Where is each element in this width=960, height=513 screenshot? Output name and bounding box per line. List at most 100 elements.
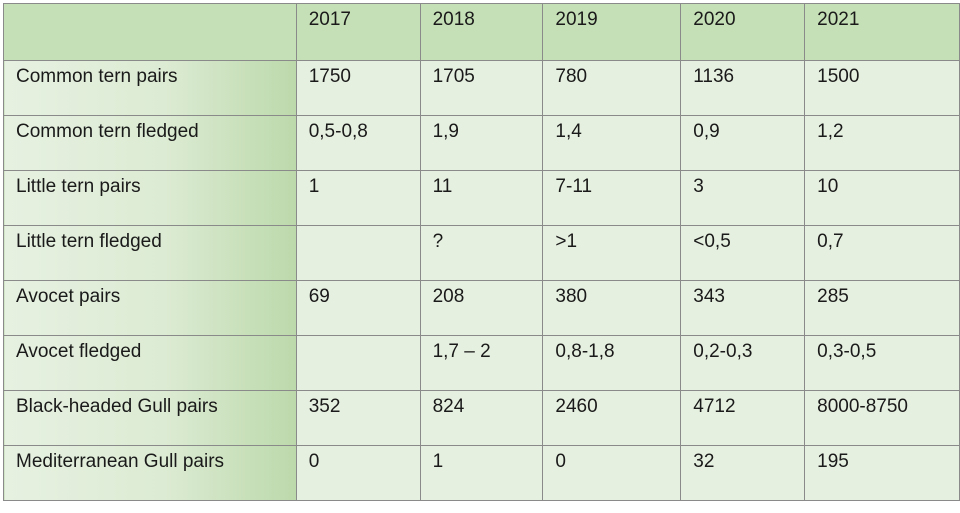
- cell-value: 1,2: [817, 121, 844, 142]
- cell-value: 780: [555, 66, 588, 87]
- table-cell: 1,7 – 2: [419, 335, 544, 391]
- cell-value: 0,2-0,3: [693, 341, 753, 362]
- table-cell: <0,5: [680, 225, 806, 281]
- cell-value: ?: [432, 231, 444, 252]
- table-cell: 8000-8750: [804, 390, 960, 446]
- header-cell-2017: 2017: [295, 3, 421, 61]
- cell-value: 69: [308, 286, 330, 307]
- table-row: Mediterranean Gull pairs 0 1 0 32 195: [3, 445, 960, 501]
- row-label: Little tern fledged: [16, 231, 162, 252]
- table-cell: 780: [542, 60, 682, 116]
- table-cell: 0,7: [804, 225, 960, 281]
- table-cell: 2460: [542, 390, 682, 446]
- cell-value: 2460: [555, 396, 598, 417]
- cell-value: 824: [432, 396, 465, 417]
- table-cell: 195: [804, 445, 960, 501]
- table-cell: [295, 225, 421, 281]
- table-cell: 343: [680, 280, 806, 336]
- table-cell: 10: [804, 170, 960, 226]
- cell-value: 195: [817, 451, 849, 472]
- table-cell: 0,8-1,8: [542, 335, 682, 391]
- table-cell: 0: [295, 445, 421, 501]
- cell-value: 1750: [308, 66, 351, 87]
- column-header-label: 2020: [693, 9, 736, 30]
- column-header-label: 2021: [817, 9, 860, 30]
- table-row: Little tern pairs 1 11 7-11 3 10: [3, 170, 960, 226]
- table-cell: 285: [804, 280, 960, 336]
- cell-value: 8000-8750: [817, 396, 908, 417]
- table-cell: 1,2: [804, 115, 960, 171]
- table-cell: 1,9: [419, 115, 544, 171]
- cell-value: >1: [555, 231, 578, 252]
- column-header-label: 2019: [555, 9, 598, 30]
- row-label: Black-headed Gull pairs: [16, 396, 218, 417]
- cell-value: 208: [432, 286, 465, 307]
- table-cell: 69: [295, 280, 421, 336]
- table-header-row: 2017 2018 2019 2020 2021: [3, 3, 960, 61]
- row-label: Little tern pairs: [16, 176, 141, 197]
- cell-value: 0,5-0,8: [308, 121, 368, 142]
- cell-value: 0: [555, 451, 566, 472]
- table-cell: 352: [295, 390, 421, 446]
- cell-value: 10: [817, 176, 839, 197]
- cell-value: 1136: [693, 66, 735, 87]
- cell-value: 0,8-1,8: [555, 341, 615, 362]
- column-header-label: 2018: [432, 9, 475, 30]
- row-label-cell: Common tern pairs: [3, 60, 297, 116]
- cell-value: [309, 226, 420, 231]
- table-cell: 380: [542, 280, 682, 336]
- cell-value: 1,9: [432, 121, 459, 142]
- table-cell: 0,3-0,5: [804, 335, 960, 391]
- row-label-cell: Avocet pairs: [3, 280, 297, 336]
- cell-value: 343: [693, 286, 725, 307]
- table-cell: 1: [295, 170, 421, 226]
- table-cell: 7-11: [542, 170, 682, 226]
- table-row: Common tern fledged 0,5-0,8 1,9 1,4 0,9 …: [3, 115, 960, 171]
- row-label-cell: Black-headed Gull pairs: [3, 390, 297, 446]
- table-cell: 0,9: [680, 115, 806, 171]
- cell-value: 1705: [432, 66, 475, 87]
- cell-value: 11: [432, 176, 453, 197]
- table-row: Avocet pairs 69 208 380 343 285: [3, 280, 960, 336]
- row-label: Common tern fledged: [16, 121, 199, 142]
- cell-value: 380: [555, 286, 588, 307]
- cell-value: 4712: [693, 396, 736, 417]
- table-cell: 3: [680, 170, 806, 226]
- bird-census-table: 2017 2018 2019 2020 2021 Common tern pai…: [3, 3, 960, 501]
- row-label: Mediterranean Gull pairs: [16, 451, 225, 472]
- cell-value: 0,9: [693, 121, 720, 142]
- table-cell: 0,5-0,8: [295, 115, 421, 171]
- row-label: Common tern pairs: [16, 66, 178, 87]
- table-cell: 32: [680, 445, 806, 501]
- cell-value: 285: [817, 286, 849, 307]
- cell-value: 0: [308, 451, 320, 472]
- header-corner-label: [16, 4, 296, 9]
- table-cell: 0: [542, 445, 682, 501]
- row-label-cell: Little tern fledged: [3, 225, 297, 281]
- table-cell: 1500: [804, 60, 960, 116]
- header-corner-cell: [3, 3, 297, 61]
- table-cell: 0,2-0,3: [680, 335, 806, 391]
- cell-value: 1,7 – 2: [432, 341, 491, 362]
- row-label-cell: Common tern fledged: [3, 115, 297, 171]
- header-cell-2019: 2019: [542, 3, 682, 61]
- cell-value: <0,5: [693, 231, 731, 252]
- table-row: Avocet fledged 1,7 – 2 0,8-1,8 0,2-0,3 0…: [3, 335, 960, 391]
- cell-value: 1: [432, 451, 444, 472]
- table-row: Common tern pairs 1750 1705 780 1136 150…: [3, 60, 960, 116]
- table-cell: 824: [419, 390, 544, 446]
- cell-value: 7-11: [555, 176, 593, 197]
- cell-value: 1500: [817, 66, 860, 87]
- table-cell: 1750: [295, 60, 421, 116]
- header-cell-2020: 2020: [680, 3, 806, 61]
- table-cell: 208: [419, 280, 544, 336]
- cell-value: 32: [693, 451, 715, 472]
- row-label-cell: Little tern pairs: [3, 170, 297, 226]
- cell-value: 0,3-0,5: [817, 341, 877, 362]
- row-label: Avocet pairs: [16, 286, 121, 307]
- table-cell: 1,4: [542, 115, 682, 171]
- header-cell-2021: 2021: [804, 3, 960, 61]
- table-cell: [295, 335, 421, 391]
- table-row: Black-headed Gull pairs 352 824 2460 471…: [3, 390, 960, 446]
- table-cell: ?: [419, 225, 544, 281]
